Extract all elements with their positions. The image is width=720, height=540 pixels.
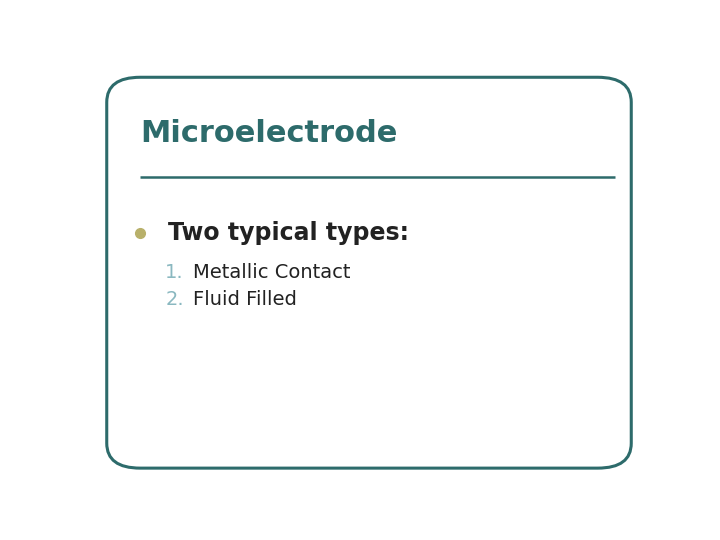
Text: Fluid Filled: Fluid Filled — [193, 290, 297, 309]
Text: 1.: 1. — [166, 263, 184, 282]
FancyBboxPatch shape — [107, 77, 631, 468]
Text: 2.: 2. — [166, 290, 184, 309]
Text: Two typical types:: Two typical types: — [168, 221, 409, 245]
Text: Metallic Contact: Metallic Contact — [193, 263, 351, 282]
Text: Microelectrode: Microelectrode — [140, 119, 397, 148]
